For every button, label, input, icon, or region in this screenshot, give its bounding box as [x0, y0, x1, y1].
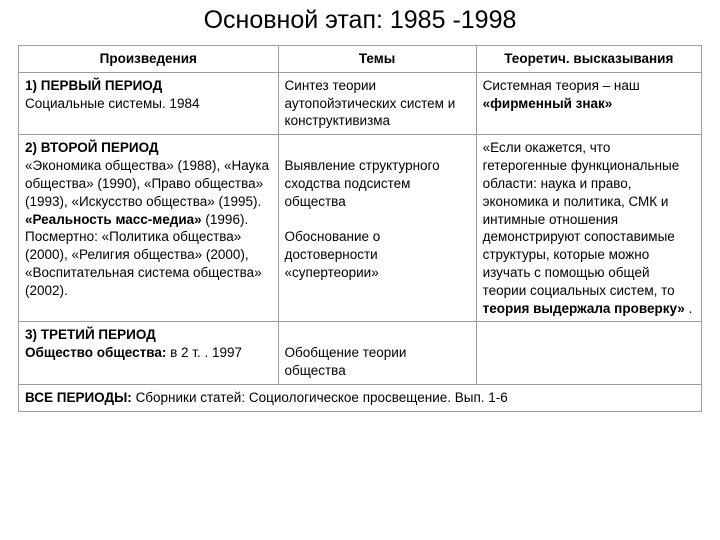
stmt-1b: «фирменный знак» — [483, 96, 613, 111]
cell-statements-3 — [476, 322, 701, 384]
period-1-text: Социальные системы. 1984 — [25, 96, 199, 111]
cell-themes-2: Выявление структурного сходства подсисте… — [278, 135, 476, 322]
row-period-1: 1) ПЕРВЫЙ ПЕРИОД Социальные системы. 198… — [19, 72, 702, 134]
footer-bold: ВСЕ ПЕРИОДЫ: — [25, 390, 136, 405]
cell-themes-3: Обобщение теории общества — [278, 322, 476, 384]
cell-works-1: 1) ПЕРВЫЙ ПЕРИОД Социальные системы. 198… — [19, 72, 279, 134]
period-2-heading: 2) ВТОРОЙ ПЕРИОД — [25, 140, 159, 155]
footer-text: Сборники статей: Социологическое просвещ… — [136, 390, 508, 405]
footer-cell: ВСЕ ПЕРИОДЫ: Сборники статей: Социологич… — [19, 384, 702, 411]
period-3-text: в 2 т. . 1997 — [166, 345, 242, 360]
cell-statements-2: «Если окажется, что гетерогенные функцио… — [476, 135, 701, 322]
content-table: Произведения Темы Теоретич. высказывания… — [18, 45, 702, 412]
stmt-2c: . — [685, 301, 693, 316]
header-row: Произведения Темы Теоретич. высказывания — [19, 46, 702, 73]
theme-2a: Выявление структурного сходства подсисте… — [285, 157, 470, 210]
stmt-2a: «Если окажется, что гетерогенные функцио… — [483, 140, 680, 298]
header-statements: Теоретич. высказывания — [476, 46, 701, 73]
period-3-title: Общество общества: — [25, 345, 166, 360]
header-themes: Темы — [278, 46, 476, 73]
cell-statements-1: Системная теория – наш «фирменный знак» — [476, 72, 701, 134]
row-period-2: 2) ВТОРОЙ ПЕРИОД «Экономика общества» (1… — [19, 135, 702, 322]
row-all-periods: ВСЕ ПЕРИОДЫ: Сборники статей: Социологич… — [19, 384, 702, 411]
theme-3: Обобщение теории общества — [285, 345, 407, 378]
stmt-1a: Системная теория – наш — [483, 78, 640, 93]
row-period-3: 3) ТРЕТИЙ ПЕРИОД Общество общества: в 2 … — [19, 322, 702, 384]
cell-works-3: 3) ТРЕТИЙ ПЕРИОД Общество общества: в 2 … — [19, 322, 279, 384]
period-2-bold: «Реальность масс-медиа» — [25, 212, 202, 227]
period-2-text-a: «Экономика общества» (1988), «Наука обще… — [25, 158, 269, 209]
slide-title: Основной этап: 1985 -1998 — [18, 6, 702, 35]
period-3-heading: 3) ТРЕТИЙ ПЕРИОД — [25, 327, 156, 342]
theme-2b: Обоснование о достоверности «супертеории… — [285, 228, 470, 281]
stmt-2b: теория выдержала проверку» — [483, 301, 685, 316]
header-works: Произведения — [19, 46, 279, 73]
cell-themes-1: Синтез теории аутопойэтических систем и … — [278, 72, 476, 134]
period-1-heading: 1) ПЕРВЫЙ ПЕРИОД — [25, 78, 162, 93]
cell-works-2: 2) ВТОРОЙ ПЕРИОД «Экономика общества» (1… — [19, 135, 279, 322]
